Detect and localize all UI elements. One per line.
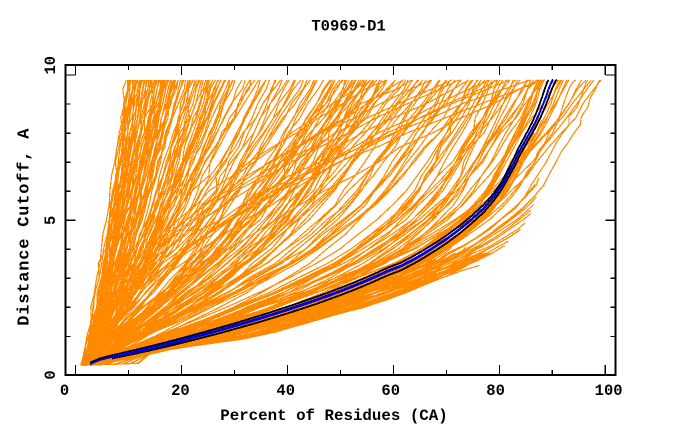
svg-text:100: 100 (595, 382, 623, 400)
svg-text:T0969-D1: T0969-D1 (311, 18, 385, 36)
svg-text:80: 80 (486, 382, 505, 400)
svg-text:0: 0 (42, 370, 60, 379)
svg-text:5: 5 (42, 216, 60, 225)
svg-text:60: 60 (381, 382, 400, 400)
svg-text:0: 0 (60, 382, 69, 400)
svg-text:Distance Cutoff, A: Distance Cutoff, A (16, 128, 35, 326)
svg-text:20: 20 (171, 382, 190, 400)
svg-text:40: 40 (276, 382, 295, 400)
svg-text:Percent of Residues (CA): Percent of Residues (CA) (220, 407, 448, 425)
svg-text:10: 10 (42, 56, 60, 75)
